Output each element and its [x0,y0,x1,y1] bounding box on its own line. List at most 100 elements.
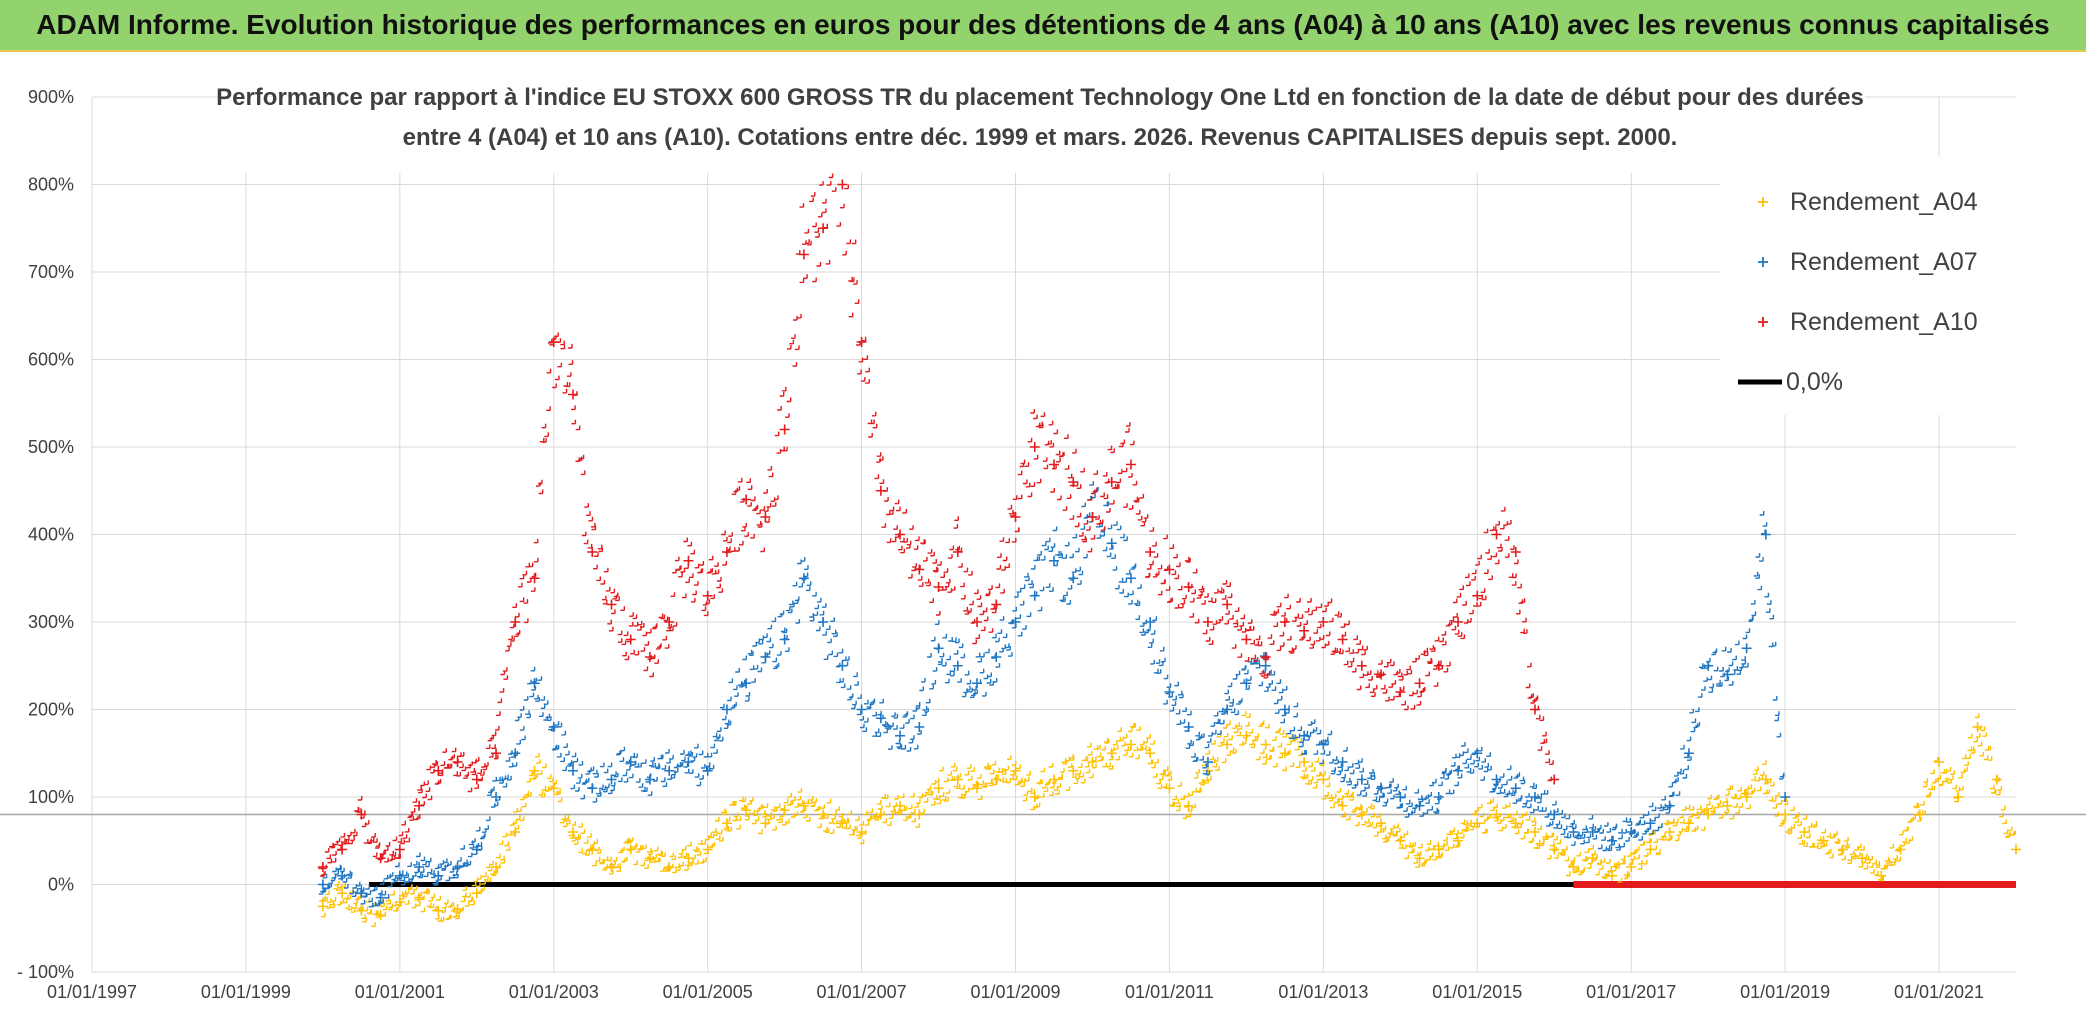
x-tick-label: 01/01/2019 [1740,982,1830,1002]
data-point [1010,765,1021,776]
data-point [760,512,771,522]
data-point [1780,792,1791,802]
data-point [1683,748,1694,759]
x-tick-label: 01/01/2005 [663,982,753,1002]
axis-ticks: - 100% 0% 100% 200% 300% 400% 500% 600% 700% 800%… [17,87,1984,1002]
y-tick-label: 500% [28,437,74,457]
y-tick-label: 600% [28,350,74,370]
data-point [702,590,713,601]
data-point [1202,757,1213,767]
data-point [1664,827,1675,837]
legend-box [1720,157,2020,415]
data-point [818,809,829,820]
x-tick-label: 01/01/2007 [817,982,907,1002]
data-point [664,617,675,627]
y-tick-label: 0% [48,875,74,895]
y-tick-label: 200% [28,700,74,720]
data-point [587,547,598,557]
data-point [1530,827,1540,837]
data-cloud [319,711,2016,927]
data-point [471,774,482,785]
y-tick-label: 800% [28,175,74,195]
data-point [1241,634,1252,645]
data-point [1087,512,1098,522]
data-point [1337,757,1348,767]
x-tick-label: 01/01/2009 [970,982,1060,1002]
data-point [1722,800,1733,811]
chart-title-line-2: entre 4 (A04) et 10 ans (A10). Cotations… [403,124,1678,151]
data-point [1049,555,1059,566]
data-point [414,862,425,872]
x-tick-label: 01/01/1999 [201,982,291,1002]
performance-chart: - 100% 0% 100% 200% 300% 400% 500% 600% 700% 800%… [0,77,2086,1002]
x-tick-label: 01/01/2013 [1278,982,1368,1002]
data-point [606,774,617,785]
data-point [644,652,655,662]
data-point [856,337,867,347]
data-point [1934,757,1945,767]
data-point [1029,442,1040,452]
legend-label: 0,0% [1786,368,1843,396]
data-point [1453,617,1464,627]
y-tick-label: 700% [28,262,74,282]
data-point [548,783,559,794]
series-rendement-a10 [317,141,1560,877]
legend: Rendement_A04 Rendement_A07 Rendement_A10 0… [1720,157,2020,415]
data-point [895,529,906,540]
data-point [1299,757,1310,767]
data-cloud [318,141,1554,877]
data-point [433,765,444,776]
series-layer [317,141,2021,927]
data-point [1125,459,1136,470]
data-point [1453,835,1464,846]
data-point [1106,748,1117,759]
data-point [1549,774,1560,785]
report-banner: ADAM Informe. Evolution historique des p… [0,0,2086,52]
data-point [510,617,521,627]
data-point [895,730,906,741]
data-point [1087,757,1098,767]
x-tick-label: 01/01/1997 [47,982,137,1002]
data-point [587,844,598,855]
x-tick-label: 01/01/2017 [1586,982,1676,1002]
data-point [317,901,328,912]
data-point [1106,538,1117,549]
data-point [683,757,694,767]
data-point [741,805,752,816]
data-point [1414,678,1425,689]
data-point [1703,809,1714,820]
data-point [1222,599,1233,610]
x-tick-label: 01/01/2015 [1432,982,1522,1002]
x-tick-label: 01/01/2001 [355,982,445,1002]
data-point [1356,809,1367,820]
x-tick-label: 01/01/2021 [1894,982,1984,1002]
series-rendement-a07 [317,481,1791,908]
data-point [683,555,694,566]
data-point [721,704,732,715]
data-point [1491,529,1502,540]
data-point [1626,862,1637,872]
data-point [606,599,617,610]
data-point [991,774,1002,785]
data-point [1376,818,1387,829]
legend-marker-rendement-a07 [1758,257,1768,267]
y-tick-label: 400% [28,525,74,545]
data-point [1260,739,1271,750]
data-point [1472,590,1483,601]
data-point [625,757,636,767]
data-point [952,660,963,671]
data-point [1222,739,1233,750]
data-point [1549,844,1560,855]
chart-title-line-1: Performance par rapport à l'indice EU ST… [216,84,1864,111]
legend-label: Rendement_A04 [1790,188,1978,216]
data-point [1164,564,1175,575]
legend-marker-rendement-a04 [1758,197,1768,207]
data-point [991,652,1002,662]
data-point [914,809,925,820]
data-point [798,573,809,584]
data-point [856,704,867,715]
data-point [914,722,925,732]
data-point [2011,844,2021,855]
data-point [317,879,328,890]
data-point [1760,529,1771,540]
